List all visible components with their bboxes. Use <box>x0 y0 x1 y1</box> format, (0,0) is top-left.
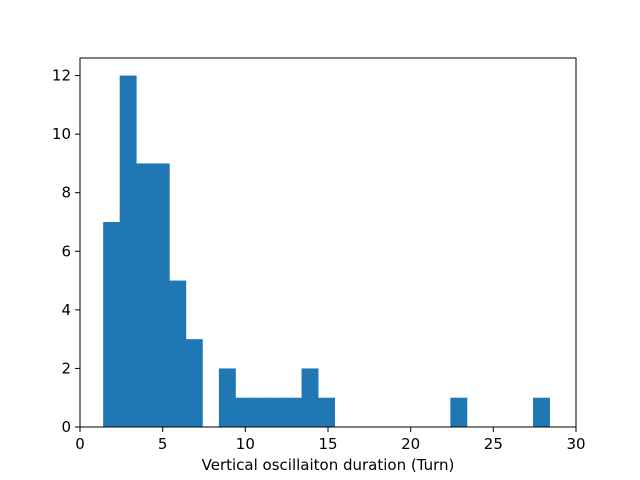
histogram-bar-3 <box>152 163 170 427</box>
histogram-bar-0 <box>103 222 121 427</box>
y-tick-label: 4 <box>61 301 71 319</box>
x-axis-ticks: 0 5 10 15 20 25 30 <box>75 427 586 453</box>
histogram-bar-2 <box>136 163 154 427</box>
histogram-bar-8 <box>251 397 269 427</box>
x-tick-label: 15 <box>318 435 337 453</box>
x-tick-label: 20 <box>401 435 420 453</box>
y-tick-label: 10 <box>52 125 71 143</box>
y-tick-label: 12 <box>52 67 71 85</box>
histogram-bar-4 <box>169 280 187 427</box>
histogram-bar-13 <box>450 397 468 427</box>
y-tick-label: 6 <box>61 242 71 260</box>
histogram-bar-9 <box>268 397 286 427</box>
y-tick-label: 8 <box>61 184 71 202</box>
x-tick-label: 10 <box>236 435 255 453</box>
x-tick-label: 25 <box>484 435 503 453</box>
x-tick-label: 0 <box>75 435 85 453</box>
histogram-bar-6 <box>218 368 236 427</box>
histogram-bar-14 <box>533 397 550 427</box>
histogram-bar-5 <box>185 339 203 427</box>
x-tick-label: 5 <box>158 435 168 453</box>
histogram-bar-1 <box>119 75 137 428</box>
y-tick-label: 2 <box>61 359 71 377</box>
histogram-bars <box>103 75 550 428</box>
y-axis-ticks: 0 2 4 6 8 10 12 <box>52 67 80 436</box>
histogram-bar-12 <box>318 397 336 427</box>
histogram-bar-10 <box>285 397 302 427</box>
histogram-bar-7 <box>235 397 253 427</box>
x-axis-label: Vertical oscillaiton duration (Turn) <box>202 456 455 474</box>
plot-frame <box>79 57 577 428</box>
y-tick-label: 0 <box>61 418 71 436</box>
x-tick-label: 30 <box>566 435 585 453</box>
histogram-bar-11 <box>301 368 319 427</box>
